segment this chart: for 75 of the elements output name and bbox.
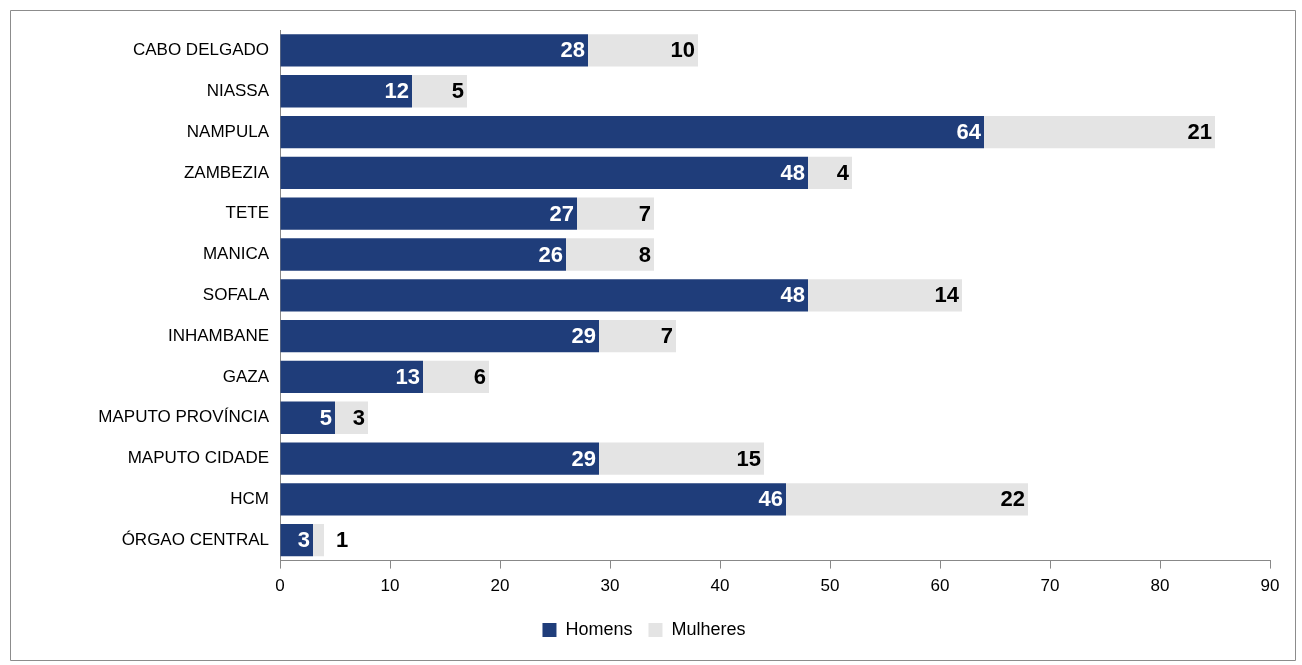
data-label: 46 xyxy=(758,486,783,512)
bar xyxy=(599,319,676,353)
data-label: 15 xyxy=(736,445,761,471)
x-tick-label: 40 xyxy=(710,576,730,596)
bar xyxy=(280,75,412,108)
bar xyxy=(423,360,489,394)
bar xyxy=(280,360,423,394)
bar xyxy=(280,279,808,312)
data-label: 22 xyxy=(1000,486,1025,512)
legend-label: Homens xyxy=(565,618,633,639)
y-tick-label: NIASSA xyxy=(206,80,270,100)
data-label: 5 xyxy=(451,78,464,104)
data-label: 29 xyxy=(571,323,596,349)
data-label: 7 xyxy=(660,323,673,349)
y-tick-label: SOFALA xyxy=(202,284,270,304)
x-tick-label: 0 xyxy=(275,576,285,596)
bar xyxy=(280,156,808,190)
data-label: 29 xyxy=(571,445,596,471)
x-tick-label: 70 xyxy=(1040,576,1060,596)
bar xyxy=(599,442,764,475)
data-label: 3 xyxy=(352,404,365,430)
data-label: 3 xyxy=(297,527,310,553)
y-tick-label: INHAMBANE xyxy=(167,325,269,345)
data-label: 48 xyxy=(780,282,805,308)
y-tick-label: MAPUTO CIDADE xyxy=(127,448,269,468)
bar xyxy=(577,197,654,230)
bar xyxy=(984,115,1215,149)
y-tick-label: CABO DELGADO xyxy=(132,40,269,60)
y-tick-label: ZAMBEZIA xyxy=(183,162,270,182)
y-tick-label: NAMPULA xyxy=(186,121,270,141)
x-tick-label: 80 xyxy=(1150,576,1170,596)
data-label: 13 xyxy=(395,363,420,389)
y-tick-label: GAZA xyxy=(222,366,270,386)
x-tick-label: 20 xyxy=(490,576,510,596)
data-label: 48 xyxy=(780,159,805,185)
data-label: 27 xyxy=(549,200,574,226)
bar xyxy=(280,483,786,516)
data-label: 21 xyxy=(1187,119,1212,145)
bar xyxy=(280,34,588,67)
bar xyxy=(280,442,599,475)
data-label: 4 xyxy=(836,159,850,185)
x-tick-label: 60 xyxy=(930,576,950,596)
x-tick-label: 10 xyxy=(380,576,400,596)
bar xyxy=(280,197,577,230)
data-label: 6 xyxy=(473,363,486,389)
data-label: 64 xyxy=(956,119,982,145)
y-tick-label: ÓRGAO CENTRAL xyxy=(121,529,269,549)
data-label: 7 xyxy=(638,200,651,226)
bar xyxy=(280,319,599,353)
data-label: 5 xyxy=(319,404,332,430)
x-tick-label: 50 xyxy=(820,576,840,596)
bar xyxy=(280,115,984,149)
legend-label: Mulheres xyxy=(671,618,746,639)
data-label: 14 xyxy=(934,282,960,308)
data-label: 28 xyxy=(560,37,585,63)
y-tick-label: TETE xyxy=(225,203,269,223)
data-label: 8 xyxy=(638,241,651,267)
data-label: 10 xyxy=(670,37,695,63)
bar xyxy=(412,75,467,108)
bar xyxy=(566,238,654,271)
bar xyxy=(786,483,1028,516)
data-label: 26 xyxy=(538,241,563,267)
bar xyxy=(588,34,698,67)
y-tick-label: MANICA xyxy=(202,244,270,264)
bar xyxy=(280,238,566,271)
data-label: 12 xyxy=(384,78,409,104)
bar xyxy=(808,279,962,312)
y-tick-label: HCM xyxy=(230,489,269,509)
y-tick-label: MAPUTO PROVÍNCIA xyxy=(98,407,270,427)
x-tick-label: 90 xyxy=(1260,576,1280,596)
bar xyxy=(808,156,852,190)
data-label: 1 xyxy=(336,527,349,553)
x-tick-label: 30 xyxy=(600,576,620,596)
bar xyxy=(313,524,324,557)
bar xyxy=(280,401,335,434)
